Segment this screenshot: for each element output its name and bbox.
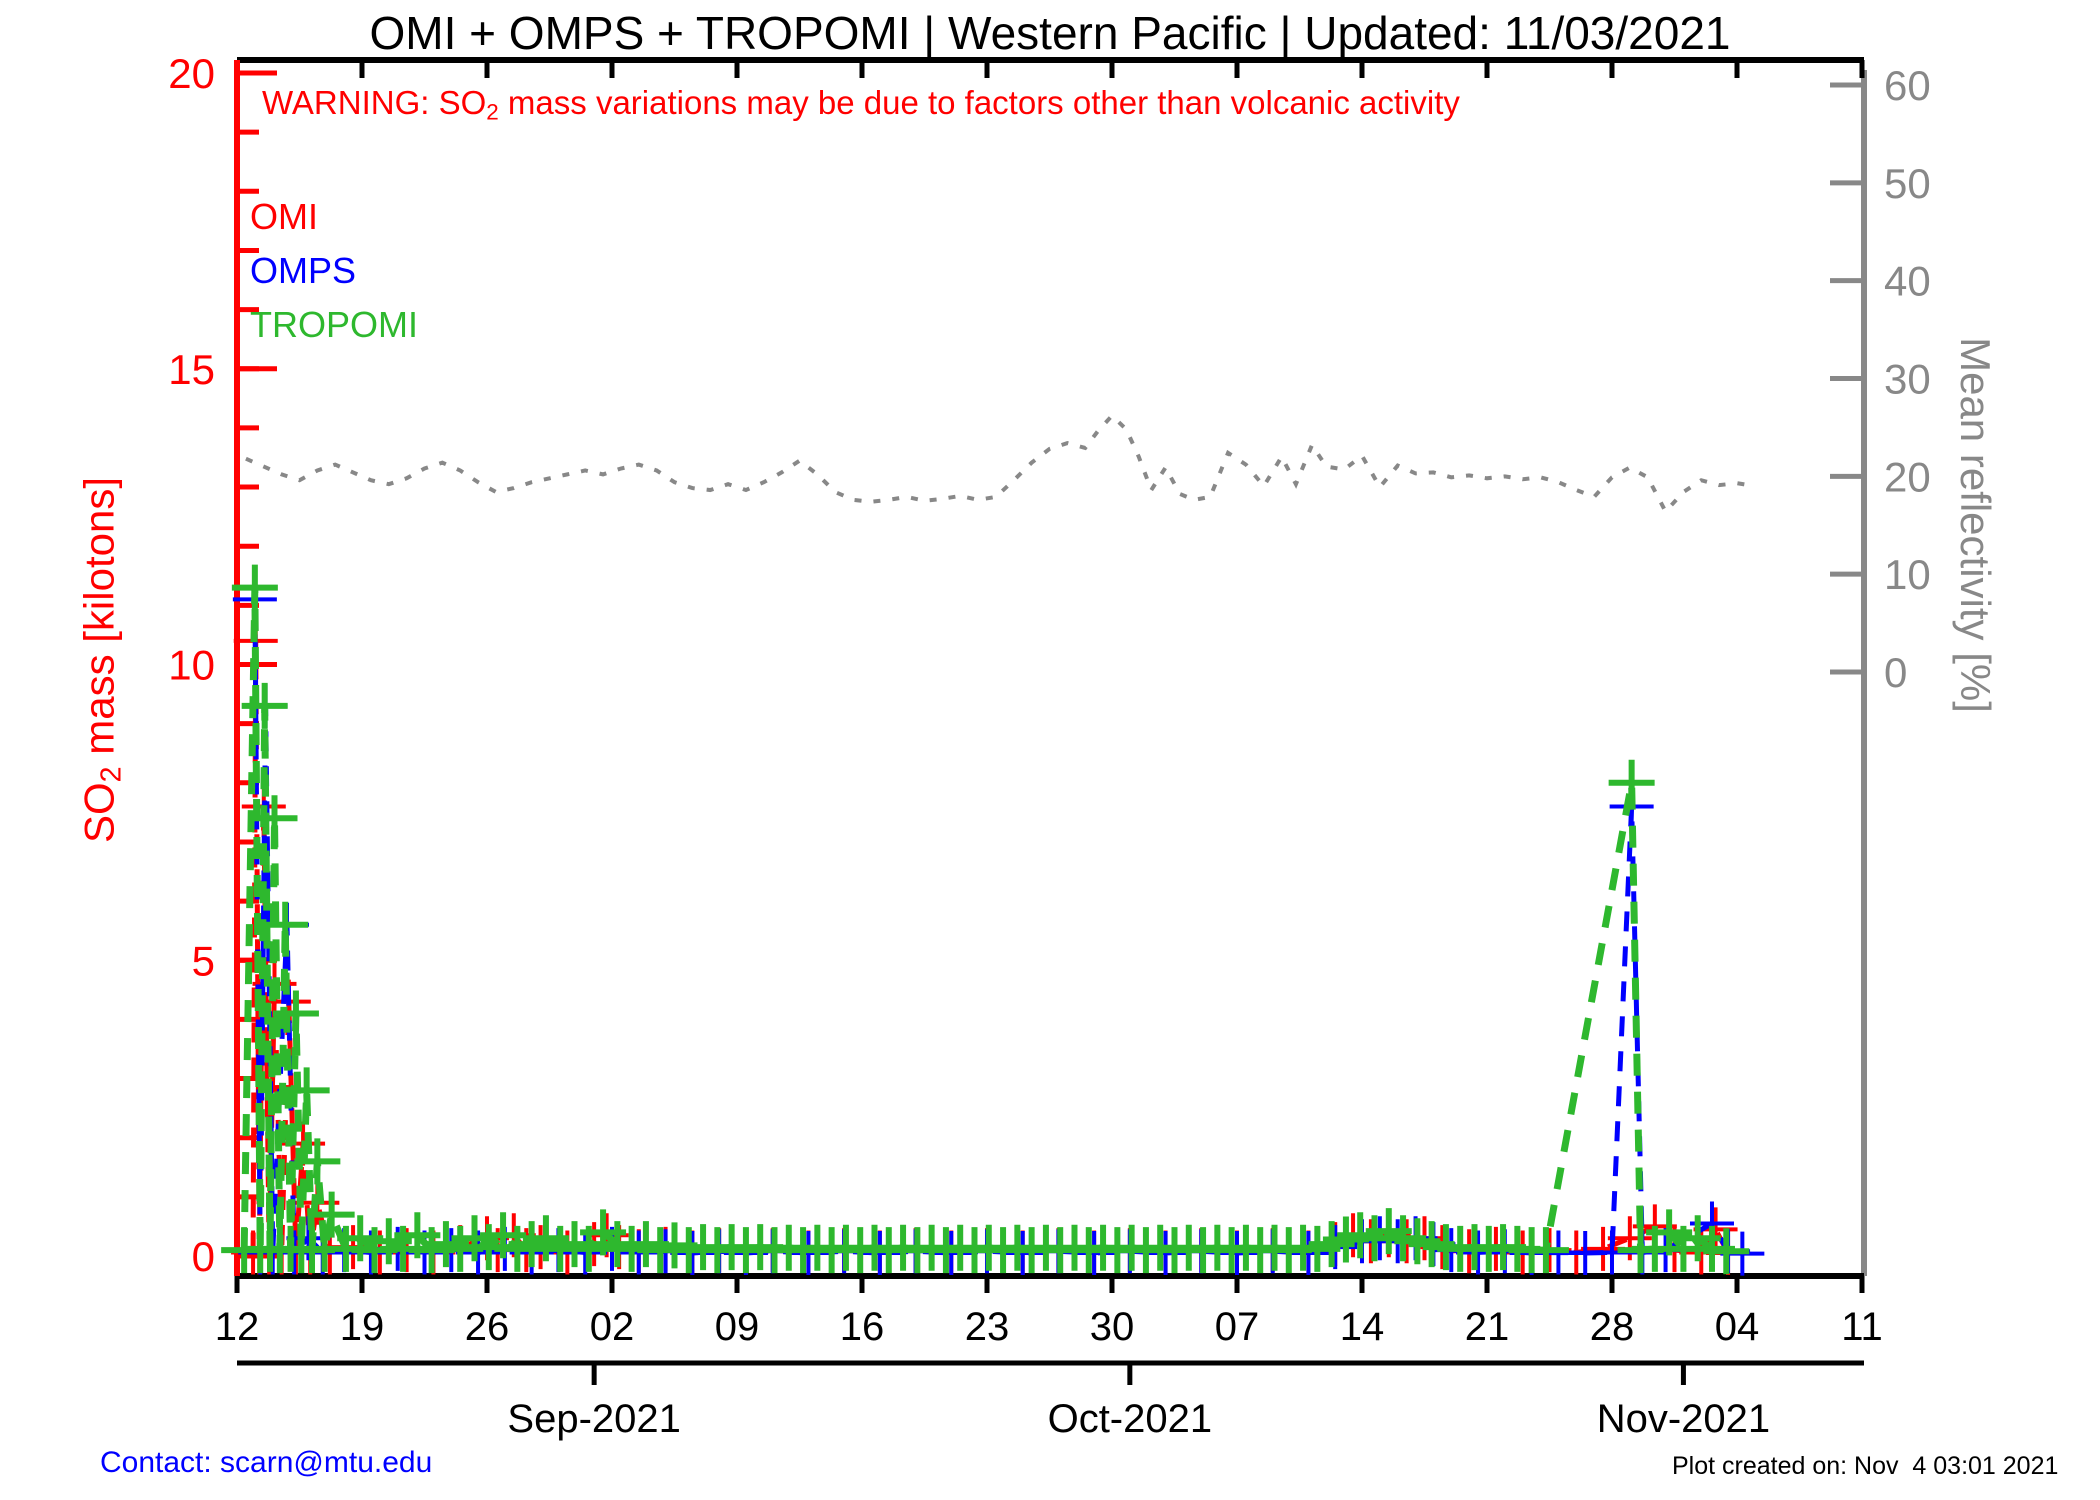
svg-text:Oct-2021: Oct-2021 [1048, 1397, 1213, 1441]
svg-text:14: 14 [1340, 1305, 1385, 1349]
svg-text:10: 10 [168, 642, 215, 689]
svg-text:30: 30 [1090, 1305, 1135, 1349]
svg-text:12: 12 [215, 1305, 260, 1349]
svg-text:5: 5 [192, 937, 215, 984]
svg-text:04: 04 [1715, 1305, 1760, 1349]
svg-text:40: 40 [1884, 258, 1931, 305]
svg-text:07: 07 [1215, 1305, 1260, 1349]
svg-text:28: 28 [1590, 1305, 1635, 1349]
svg-text:15: 15 [168, 346, 215, 393]
warning-post: mass variations may be due to factors ot… [498, 84, 1460, 121]
svg-text:Nov-2021: Nov-2021 [1597, 1397, 1770, 1441]
svg-text:16: 16 [840, 1305, 885, 1349]
svg-text:09: 09 [715, 1305, 760, 1349]
svg-text:20: 20 [168, 50, 215, 97]
left-axis-title: SO2 mass [kilotons] [75, 476, 128, 844]
svg-text:Sep-2021: Sep-2021 [507, 1397, 680, 1441]
warning-pre: WARNING: SO [262, 84, 487, 121]
svg-text:23: 23 [965, 1305, 1010, 1349]
svg-text:11: 11 [1841, 1305, 1883, 1349]
svg-text:19: 19 [340, 1305, 385, 1349]
legend-omps: OMPS [250, 250, 357, 291]
warning-subscript: 2 [486, 99, 499, 125]
contact-link[interactable]: Contact: scarn@mtu.edu [100, 1446, 433, 1479]
legend-tropomi: TROPOMI [250, 304, 418, 345]
right-axis-title: Mean reflectivity [%] [1952, 337, 1999, 713]
svg-text:0: 0 [192, 1233, 215, 1280]
svg-text:50: 50 [1884, 160, 1931, 207]
warning-text: WARNING: SO2 mass variations may be due … [262, 84, 1460, 126]
svg-text:20: 20 [1884, 453, 1931, 500]
created-timestamp: Plot created on: Nov 4 03:01 2021 [1672, 1452, 2059, 1480]
svg-text:21: 21 [1465, 1305, 1510, 1349]
svg-text:60: 60 [1884, 62, 1931, 109]
page-title: OMI + OMPS + TROPOMI | Western Pacific |… [369, 7, 1731, 59]
svg-text:0: 0 [1884, 649, 1907, 696]
legend-omi: OMI [250, 196, 318, 237]
svg-text:30: 30 [1884, 356, 1931, 403]
svg-text:10: 10 [1884, 551, 1931, 598]
svg-text:02: 02 [590, 1305, 635, 1349]
svg-text:26: 26 [465, 1305, 510, 1349]
